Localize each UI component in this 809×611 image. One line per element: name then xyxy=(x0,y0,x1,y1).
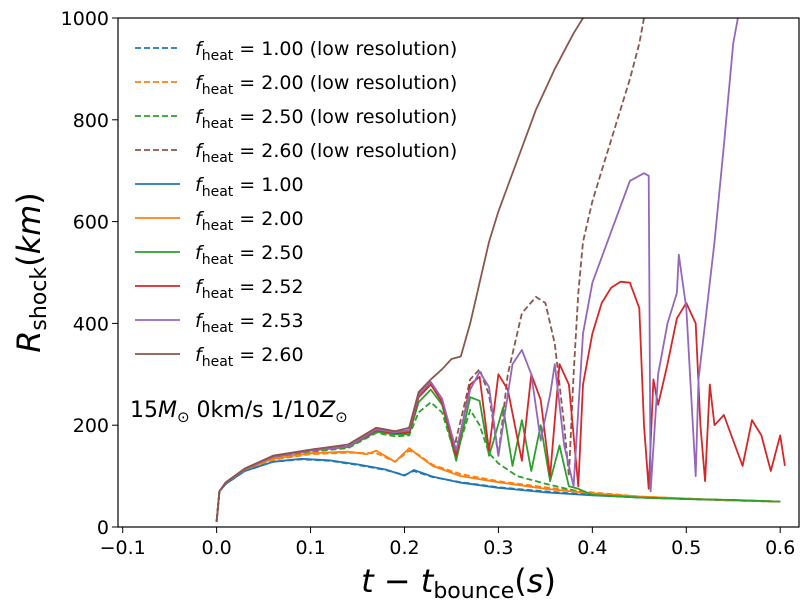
x-tick-label: 0.2 xyxy=(389,537,419,559)
y-tick-label: 600 xyxy=(73,212,109,234)
x-tick-label: −0.1 xyxy=(100,537,146,559)
x-tick-label: 0.4 xyxy=(577,537,607,559)
x-tick-label: 0.5 xyxy=(671,537,701,559)
legend-label-3: fheat = 2.60 (low resolution) xyxy=(195,140,457,166)
y-tick-label: 400 xyxy=(73,313,109,335)
y-tick-label: 800 xyxy=(73,110,109,132)
series-line-7 xyxy=(215,280,786,522)
legend-label-7: fheat = 2.52 xyxy=(195,276,304,302)
axes-frame xyxy=(117,17,800,528)
y-axis-label: Rshock(km) xyxy=(10,192,52,353)
x-tick-label: 0.3 xyxy=(483,537,513,559)
x-axis-ticks: −0.1 0.0 0.1 0.2 0.3 0.4 0.5 0.6 xyxy=(100,527,795,559)
chart-annotation: 15M⊙ 0km/s 1/10Z⊙ xyxy=(130,398,348,426)
series-lines xyxy=(215,18,786,522)
x-tick-label: 0.0 xyxy=(202,537,232,559)
x-tick-label: 0.6 xyxy=(765,537,795,559)
legend-label-0: fheat = 1.00 (low resolution) xyxy=(195,38,457,64)
legend-label-6: fheat = 2.50 xyxy=(195,242,304,268)
y-tick-label: 200 xyxy=(73,415,109,437)
legend-label-9: fheat = 2.60 xyxy=(195,344,304,370)
legend-label-2: fheat = 2.50 (low resolution) xyxy=(195,106,457,132)
legend-label-8: fheat = 2.53 xyxy=(195,310,304,336)
legend: fheat = 1.00 (low resolution) fheat = 2.0… xyxy=(135,38,457,370)
y-axis-ticks: 0 200 400 600 800 1000 xyxy=(61,8,118,539)
legend-label-4: fheat = 1.00 xyxy=(195,174,304,200)
x-tick-label: 0.1 xyxy=(295,537,325,559)
series-line-9 xyxy=(215,18,584,522)
series-line-8 xyxy=(215,18,739,522)
legend-label-1: fheat = 2.00 (low resolution) xyxy=(195,72,457,98)
x-axis-label: t − tbounce(s) xyxy=(361,562,556,604)
legend-label-5: fheat = 2.00 xyxy=(195,208,304,234)
series-line-5 xyxy=(215,447,781,522)
y-tick-label: 1000 xyxy=(61,8,109,30)
y-tick-label: 0 xyxy=(97,517,109,539)
